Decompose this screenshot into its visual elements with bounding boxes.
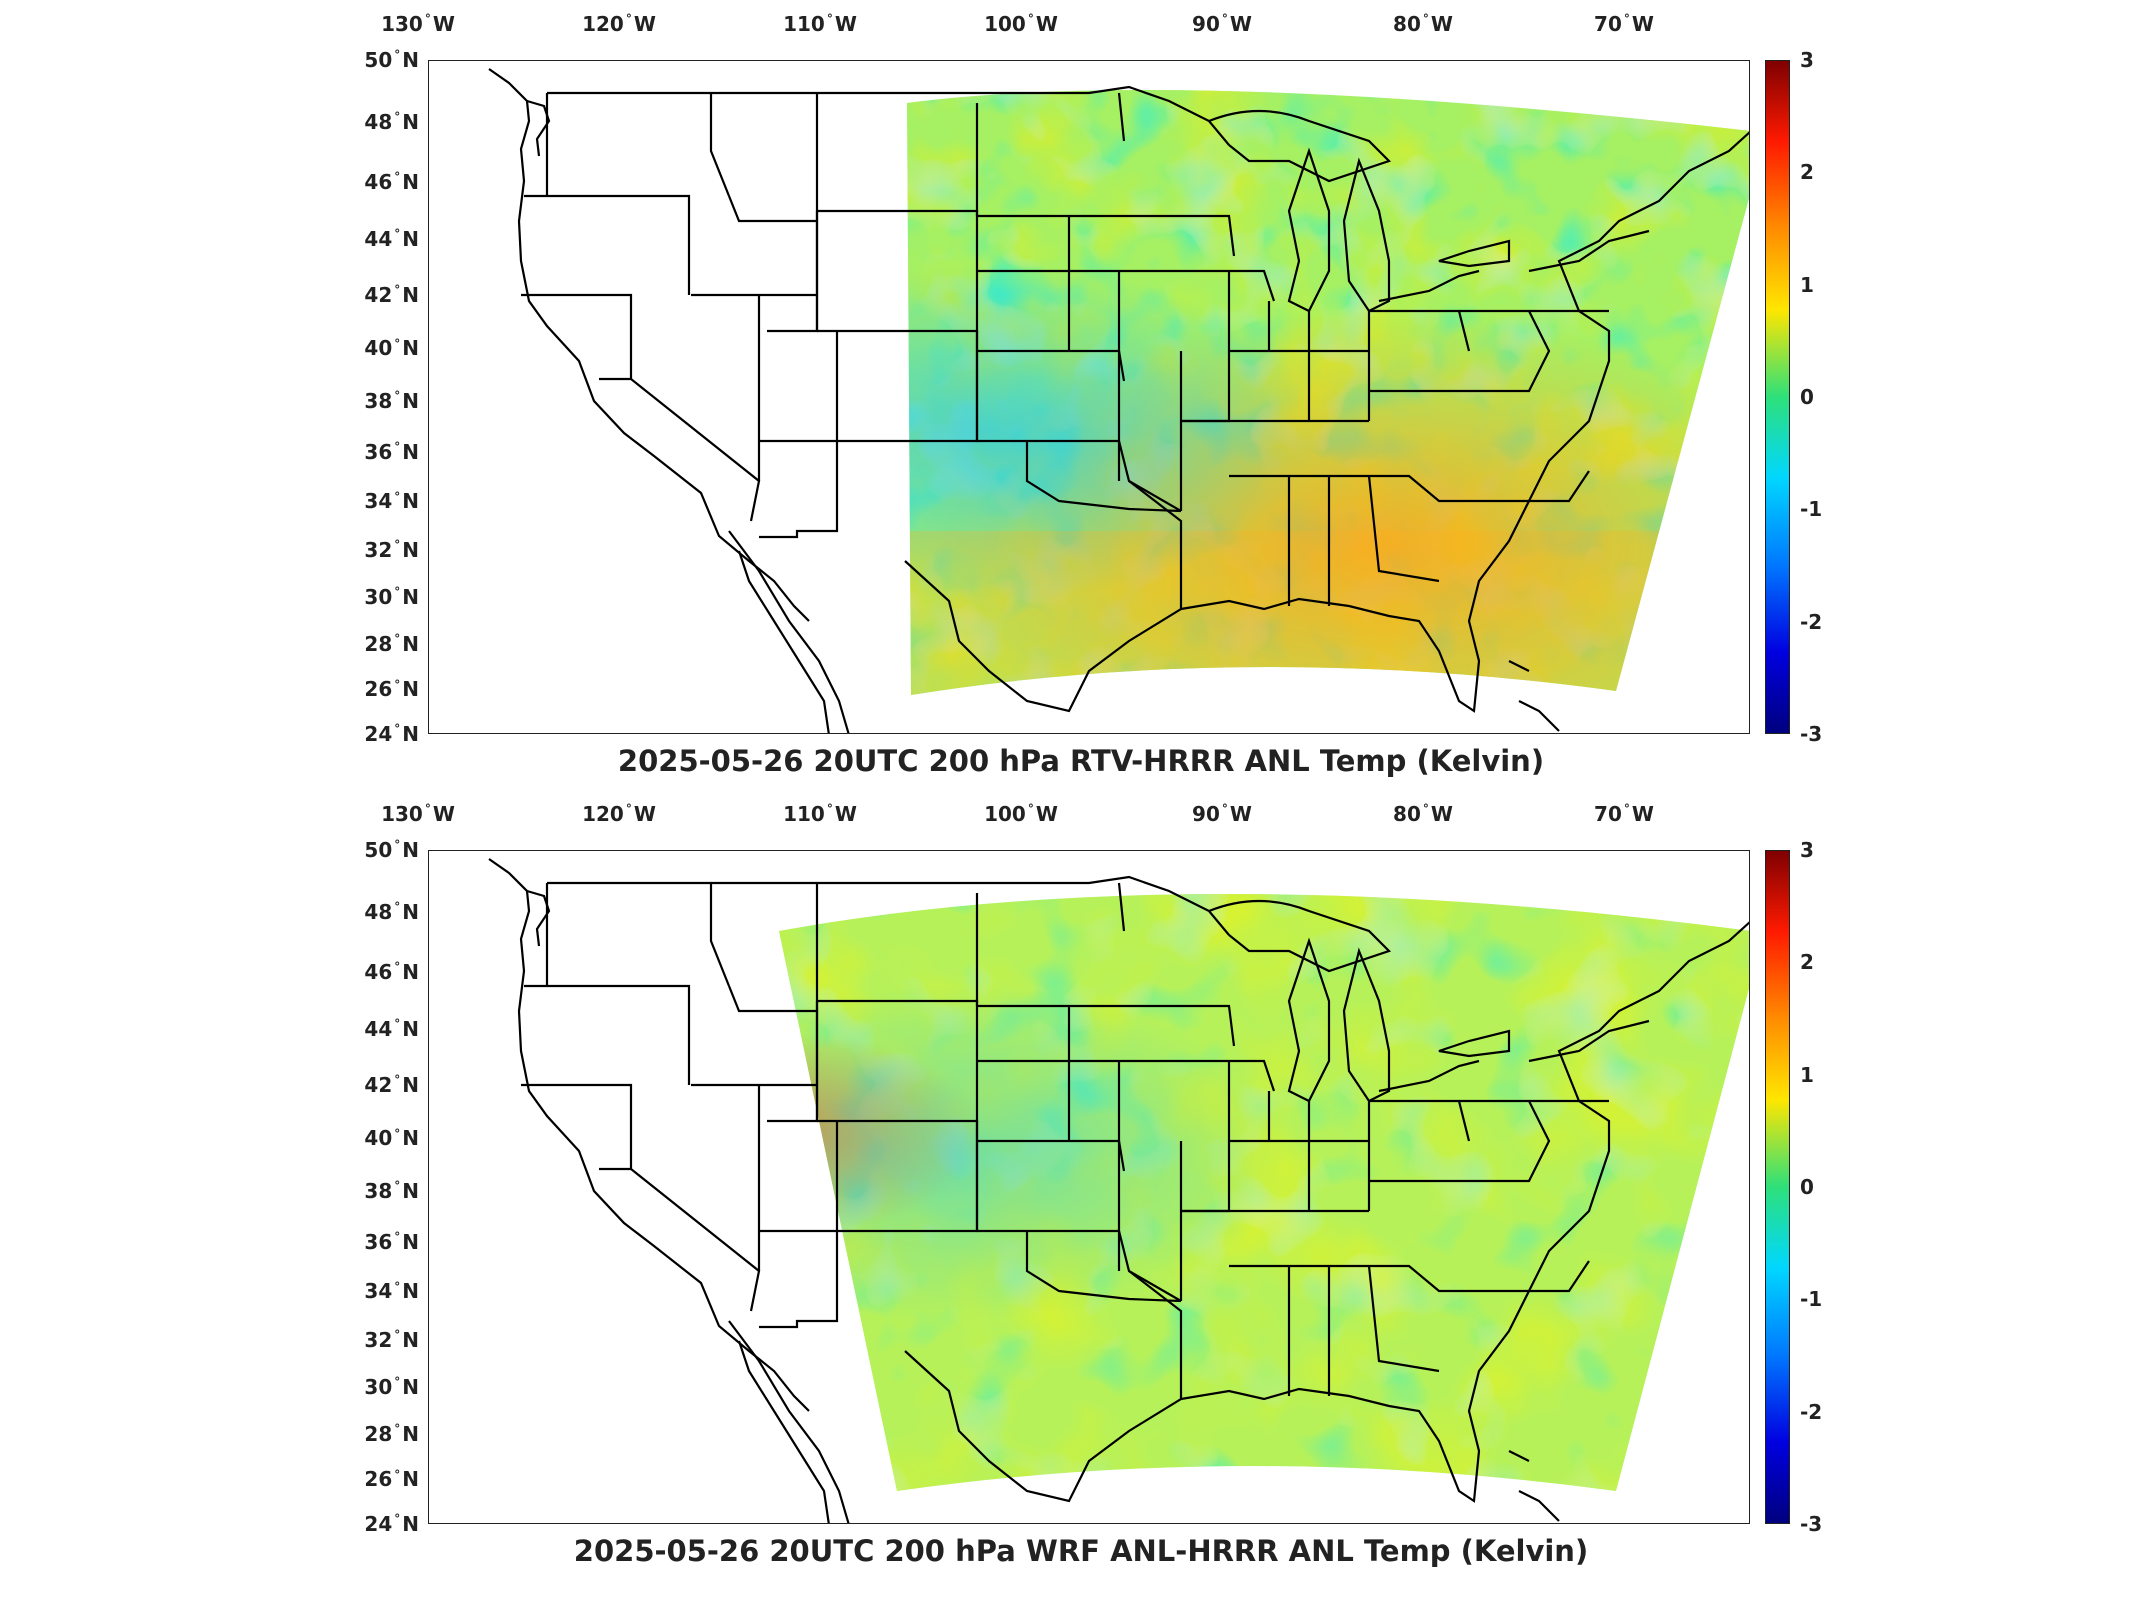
coastlines-and-borders: [488, 858, 1749, 1523]
lat-tick-label: 36 ° N: [364, 1229, 419, 1254]
colorbar-tick-label: -1: [1800, 497, 1823, 522]
panel-title: 2025-05-26 20UTC 200 hPa WRF ANL-HRRR AN…: [573, 1534, 1589, 1568]
lon-tick-label: 120 ° W: [582, 802, 656, 826]
lon-tick-label: 80 ° W: [1393, 802, 1453, 826]
lat-tick-label: 32 ° N: [364, 537, 419, 562]
map-area: [428, 60, 1750, 734]
map-canvas: [488, 858, 1749, 1523]
lat-tick-label: 28 ° N: [364, 1421, 419, 1446]
lon-tick-label: 100 ° W: [984, 12, 1058, 36]
lat-tick-label: 36 ° N: [364, 439, 419, 464]
lat-tick-label: 48 ° N: [364, 899, 419, 924]
lon-tick-label: 70 ° W: [1594, 12, 1654, 36]
lat-tick-label: 40 ° N: [364, 336, 419, 361]
colorbar-tick-label: 0: [1800, 1175, 1814, 1199]
colorbar-tick-label: 1: [1800, 272, 1814, 297]
colorbar-tick-label: -2: [1800, 1399, 1823, 1424]
lat-tick-label: 48 ° N: [364, 109, 419, 134]
lat-tick-label: 30 ° N: [364, 585, 419, 610]
lat-tick-label: 24 ° N: [364, 722, 419, 746]
lat-tick-label: 42 ° N: [364, 282, 419, 307]
map-area: [428, 850, 1750, 1524]
lat-tick-label: 42 ° N: [364, 1072, 419, 1097]
colorbar: [1765, 60, 1790, 734]
colorbar-tick-label: -3: [1800, 1512, 1823, 1536]
temperature-field: [907, 90, 1749, 696]
colorbar-tick-label: -2: [1800, 609, 1823, 634]
temperature-field: [779, 894, 1749, 1491]
colorbar-tick-label: 1: [1800, 1062, 1814, 1087]
map-canvas: [488, 68, 1749, 733]
lat-tick-label: 46 ° N: [364, 959, 419, 984]
panel-title: 2025-05-26 20UTC 200 hPa RTV-HRRR ANL Te…: [617, 744, 1545, 778]
colorbar-tick-label: 0: [1800, 385, 1814, 409]
lat-tick-label: 32 ° N: [364, 1327, 419, 1352]
lon-tick-label: 80 ° W: [1393, 12, 1453, 36]
lon-tick-label: 130 ° W: [381, 12, 455, 36]
lat-tick-label: 34 ° N: [364, 489, 419, 514]
lat-tick-label: 30 ° N: [364, 1375, 419, 1400]
colorbar-tick-label: 3: [1800, 838, 1814, 862]
lat-tick-label: 50 ° N: [364, 838, 419, 862]
lon-tick-label: 90 ° W: [1192, 802, 1252, 826]
lat-tick-label: 46 ° N: [364, 169, 419, 194]
colorbar-tick-label: -3: [1800, 722, 1823, 746]
lat-tick-label: 26 ° N: [364, 1467, 419, 1492]
lat-tick-label: 44 ° N: [364, 227, 419, 252]
lat-tick-label: 50 ° N: [364, 48, 419, 72]
lon-tick-label: 70 ° W: [1594, 802, 1654, 826]
lon-tick-label: 110 ° W: [783, 12, 857, 36]
lat-tick-label: 24 ° N: [364, 1512, 419, 1536]
colorbar-tick-label: 2: [1800, 160, 1814, 185]
lat-tick-label: 38 ° N: [364, 1178, 419, 1203]
lon-tick-label: 110 ° W: [783, 802, 857, 826]
colorbar-tick-label: -1: [1800, 1287, 1823, 1312]
coastlines-and-borders: [488, 68, 1749, 733]
panel-rtv-hrrr: 130 ° W 120 ° W 110 ° W 100 ° W 90 ° W 80 ° W 70 ° W 50 ° N 48 °…: [364, 12, 1823, 778]
lat-tick-label: 34 ° N: [364, 1279, 419, 1304]
colorbar-tick-label: 2: [1800, 950, 1814, 975]
lat-tick-label: 38 ° N: [364, 388, 419, 413]
colorbar: [1765, 850, 1790, 1524]
colorbar-tick-label: 3: [1800, 48, 1814, 72]
lon-tick-label: 130 ° W: [381, 802, 455, 826]
lat-tick-label: 26 ° N: [364, 677, 419, 702]
lat-tick-label: 44 ° N: [364, 1017, 419, 1042]
lon-tick-label: 90 ° W: [1192, 12, 1252, 36]
lat-tick-label: 28 ° N: [364, 631, 419, 656]
panel-wrf-hrrr: 130 ° W 120 ° W 110 ° W 100 ° W 90 ° W 80 ° W 70 ° W 50 ° N 48 °…: [0, 790, 2133, 1590]
lat-tick-label: 40 ° N: [364, 1126, 419, 1151]
lon-tick-label: 100 ° W: [984, 802, 1058, 826]
lon-tick-label: 120 ° W: [582, 12, 656, 36]
